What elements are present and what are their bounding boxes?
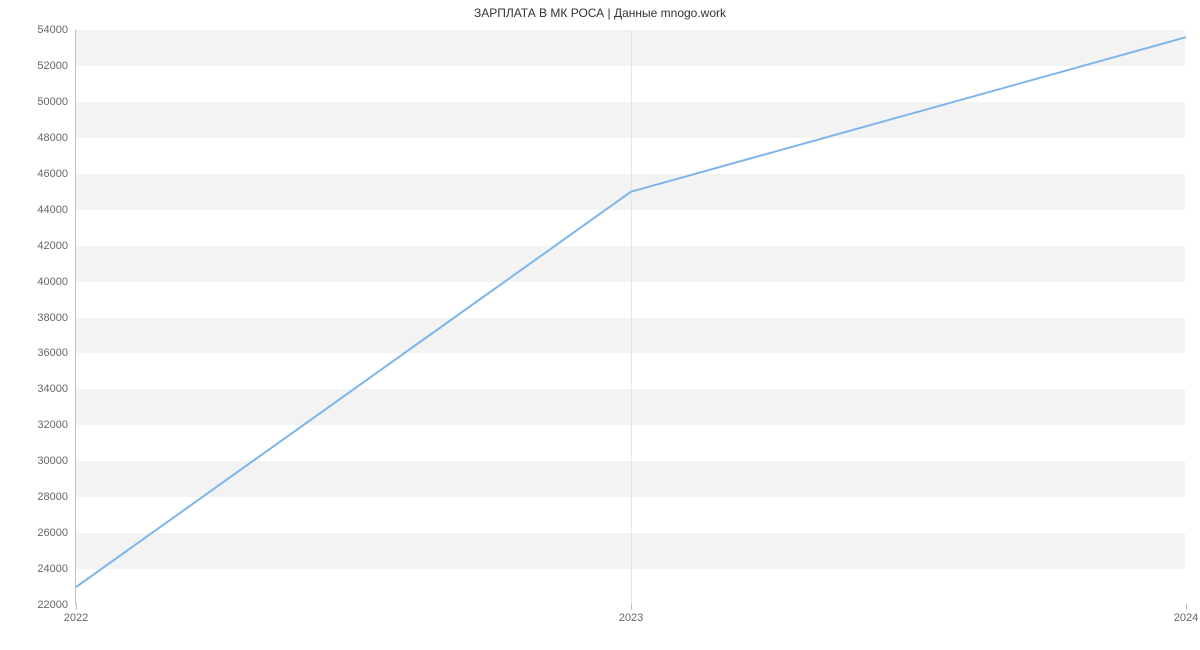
y-tick-label: 46000 <box>37 168 68 180</box>
y-tick-label: 34000 <box>37 383 68 395</box>
chart-title: ЗАРПЛАТА В МК РОСА | Данные mnogo.work <box>0 6 1200 20</box>
x-tick-label: 2024 <box>1174 612 1198 624</box>
x-tick-mark <box>1186 604 1187 610</box>
y-tick-label: 42000 <box>37 240 68 252</box>
x-tick-label: 2022 <box>64 612 88 624</box>
y-tick-label: 38000 <box>37 312 68 324</box>
y-tick-label: 28000 <box>37 491 68 503</box>
y-tick-label: 52000 <box>37 60 68 72</box>
salary-line-chart: ЗАРПЛАТА В МК РОСА | Данные mnogo.work 2… <box>0 0 1200 650</box>
y-tick-label: 50000 <box>37 96 68 108</box>
y-tick-label: 24000 <box>37 563 68 575</box>
y-tick-label: 44000 <box>37 204 68 216</box>
y-tick-label: 22000 <box>37 599 68 611</box>
y-tick-label: 30000 <box>37 455 68 467</box>
plot-area: 2200024000260002800030000320003400036000… <box>75 30 1185 605</box>
y-tick-label: 36000 <box>37 347 68 359</box>
y-tick-label: 26000 <box>37 527 68 539</box>
series-line <box>76 30 1186 605</box>
y-tick-label: 32000 <box>37 419 68 431</box>
y-tick-label: 48000 <box>37 132 68 144</box>
y-tick-label: 54000 <box>37 24 68 36</box>
x-tick-label: 2023 <box>619 612 643 624</box>
y-tick-label: 40000 <box>37 276 68 288</box>
